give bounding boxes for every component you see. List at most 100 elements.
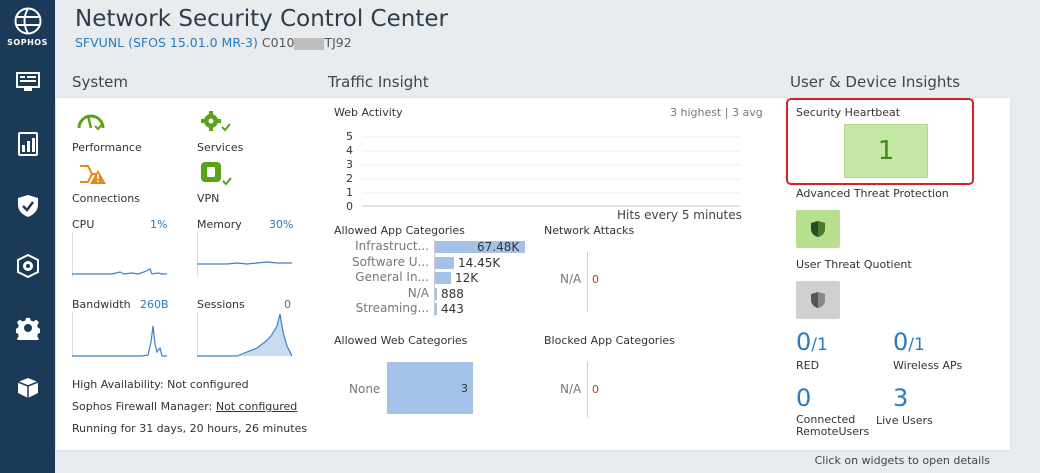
box-icon	[17, 378, 38, 398]
red-num: 0	[796, 328, 812, 356]
uptime-text: Running for 31 days, 20 hours, 26 minute…	[72, 422, 308, 435]
footer-hint: Click on widgets to open details	[814, 454, 990, 467]
web-activity-footer: Hits every 5 minutes	[617, 208, 742, 222]
nav-packages[interactable]	[0, 368, 55, 408]
section-traffic-title: Traffic Insight	[328, 73, 429, 91]
nav-monitor[interactable]	[0, 62, 55, 102]
performance-icon	[77, 114, 105, 131]
connections-label: Connections	[72, 192, 140, 205]
wireless-den: /1	[908, 335, 925, 355]
live-count: 3	[893, 384, 909, 412]
red-label: RED	[796, 359, 820, 372]
sessions-label: Sessions	[197, 298, 245, 311]
atp-tile[interactable]	[796, 210, 840, 248]
blocked-app-axis	[587, 362, 588, 417]
app-category-label: Infrastruct...	[355, 239, 429, 253]
heartbeat-title: Security Heartbeat	[796, 106, 901, 119]
memory-graph	[197, 232, 292, 277]
cpu-value: 1%	[150, 218, 168, 231]
nav-protect[interactable]	[0, 186, 55, 226]
app-category-value: 888	[441, 286, 464, 301]
utq-title: User Threat Quotient	[796, 258, 912, 271]
ytick: 0	[346, 200, 353, 213]
shield-check-icon	[17, 195, 38, 217]
web-activity-yaxis: 5 4 3 2 1 0	[346, 130, 358, 214]
connections-icon	[80, 165, 106, 184]
sfm-label: Sophos Firewall Manager:	[72, 400, 213, 413]
allowed-web-label: None	[349, 382, 381, 396]
firmware-version[interactable]: SFVUNL (SFOS 15.01.0 MR-3)	[75, 35, 258, 50]
page-title: Network Security Control Center	[75, 6, 448, 32]
wireless-count: 0/1	[893, 328, 925, 356]
blocked-app-value: 0	[592, 383, 599, 396]
bandwidth-value: 260B	[140, 298, 169, 311]
services-label: Services	[197, 141, 244, 154]
services-gear-icon	[201, 111, 231, 132]
sidebar: SOPHOS	[0, 0, 55, 473]
blocked-app-title: Blocked App Categories	[544, 334, 675, 347]
serial-redaction	[294, 37, 325, 50]
app-category-bar[interactable]	[435, 272, 451, 284]
performance-label: Performance	[72, 141, 142, 154]
app-category-bar[interactable]	[435, 287, 437, 300]
red-count: 0/1	[796, 328, 828, 356]
connected-label: Connected RemoteUsers	[796, 413, 870, 438]
monitor-icon	[15, 72, 40, 91]
wireless-label: Wireless APs	[893, 359, 963, 372]
bandwidth-graph	[72, 312, 167, 357]
app-category-axis	[434, 240, 435, 316]
app-category-label: Streaming...	[355, 301, 429, 315]
sfm-status: Sophos Firewall Manager: Not configured	[72, 400, 297, 413]
allowed-web-title: Allowed Web Categories	[334, 334, 468, 347]
gear-icon	[15, 317, 40, 340]
allowed-web-value: 3	[461, 382, 468, 395]
ytick: 1	[346, 186, 353, 199]
shield-icon	[811, 292, 825, 308]
sophos-logo[interactable]: SOPHOS	[0, 6, 55, 47]
report-icon	[17, 132, 38, 156]
device-info: SFVUNL (SFOS 15.01.0 MR-3) C010 TJ92	[75, 35, 448, 50]
highlight-box	[786, 98, 974, 185]
nav-configure[interactable]	[0, 246, 55, 286]
shield-icon	[811, 221, 825, 237]
nav-settings[interactable]	[0, 308, 55, 348]
network-attacks-value: 0	[592, 273, 599, 286]
nav-reports[interactable]	[0, 124, 55, 164]
heartbeat-count[interactable]: 1	[844, 124, 928, 178]
network-attacks-label: N/A	[560, 272, 582, 286]
red-den: /1	[811, 335, 828, 355]
app-category-bar[interactable]	[435, 256, 454, 269]
atp-title: Advanced Threat Protection	[796, 187, 949, 200]
brand-name: SOPHOS	[7, 38, 48, 47]
blocked-app-label: N/A	[560, 382, 582, 396]
app-category-bar[interactable]	[435, 241, 525, 253]
allowed-web-bar[interactable]	[387, 362, 473, 414]
utq-tile[interactable]	[796, 281, 840, 319]
app-category-value: 14.45K	[458, 255, 501, 270]
shield-gear-icon	[16, 254, 39, 278]
vpn-icon	[201, 162, 232, 186]
app-category-value: 12K	[455, 271, 479, 285]
ha-status: High Availability: Not configured	[72, 378, 249, 391]
memory-value: 30%	[269, 218, 294, 231]
bandwidth-label: Bandwidth	[72, 298, 131, 311]
serial-suffix: TJ92	[324, 35, 352, 50]
page-header: Network Security Control Center SFVUNL (…	[75, 6, 448, 50]
sessions-graph	[197, 312, 292, 357]
app-category-value: 67.48K	[477, 240, 520, 254]
web-activity-title: Web Activity	[334, 106, 403, 119]
app-category-label: General In...	[355, 270, 429, 284]
cpu-graph	[72, 232, 167, 277]
ytick: 2	[346, 172, 353, 185]
app-category-value: 443	[441, 302, 464, 316]
live-label: Live Users	[876, 414, 933, 427]
vpn-label: VPN	[197, 192, 220, 205]
network-attacks-title: Network Attacks	[544, 224, 635, 237]
app-category-bar[interactable]	[435, 303, 437, 315]
ytick: 4	[346, 144, 353, 157]
app-category-label: Software U...	[352, 254, 429, 269]
section-user-title: User & Device Insights	[790, 73, 961, 91]
sfm-link[interactable]: Not configured	[215, 400, 298, 413]
connected-count: 0	[796, 384, 812, 412]
app-category-label: N/A	[407, 285, 429, 300]
